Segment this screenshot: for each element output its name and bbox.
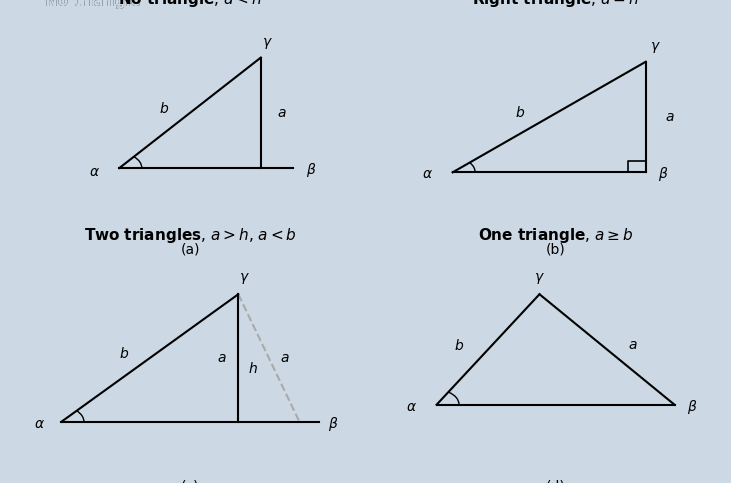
Text: $a$: $a$	[217, 351, 227, 365]
Text: $\alpha$: $\alpha$	[406, 400, 417, 414]
Text: $\beta$: $\beta$	[328, 415, 338, 433]
Text: No triangle,: No triangle,	[45, 0, 152, 9]
Text: (a): (a)	[181, 242, 200, 256]
Text: $\mathbf{Right\ triangle}$, $a = h$: $\mathbf{Right\ triangle}$, $a = h$	[472, 0, 639, 9]
Text: $\beta$: $\beta$	[687, 398, 698, 416]
Text: $\gamma$: $\gamma$	[534, 271, 545, 286]
Text: $a$: $a$	[665, 110, 675, 124]
Text: (b): (b)	[545, 242, 566, 256]
Text: $\mathbf{One\ triangle}$, $a \geq b$: $\mathbf{One\ triangle}$, $a \geq b$	[478, 227, 633, 245]
Text: $h$: $h$	[248, 361, 258, 376]
Text: $a$: $a$	[628, 338, 637, 352]
Text: $a$: $a$	[280, 351, 289, 365]
Text: $b$: $b$	[159, 101, 170, 116]
Text: $\alpha$: $\alpha$	[423, 168, 433, 182]
Text: $\gamma$: $\gamma$	[262, 36, 273, 51]
Text: $\alpha$: $\alpha$	[89, 165, 100, 179]
Text: $\mathbf{No\ triangle}$, $a < h$: $\mathbf{No\ triangle}$, $a < h$	[118, 0, 262, 9]
Text: $\gamma$: $\gamma$	[239, 271, 250, 286]
Text: $b$: $b$	[515, 105, 526, 120]
Text: $\beta$: $\beta$	[659, 166, 669, 184]
Text: $\mathbf{Two\ triangles}$, $a > h$, $a < b$: $\mathbf{Two\ triangles}$, $a > h$, $a <…	[83, 227, 297, 245]
Text: $\beta$: $\beta$	[306, 161, 317, 179]
Text: (d): (d)	[545, 479, 566, 483]
Text: $b$: $b$	[119, 346, 129, 361]
Text: $a$: $a$	[277, 106, 287, 120]
Text: $b$: $b$	[454, 338, 464, 353]
Text: $\gamma$: $\gamma$	[650, 41, 661, 56]
Text: No triangle: No triangle	[45, 0, 141, 9]
Text: (c): (c)	[181, 479, 200, 483]
Text: $\alpha$: $\alpha$	[34, 417, 45, 431]
